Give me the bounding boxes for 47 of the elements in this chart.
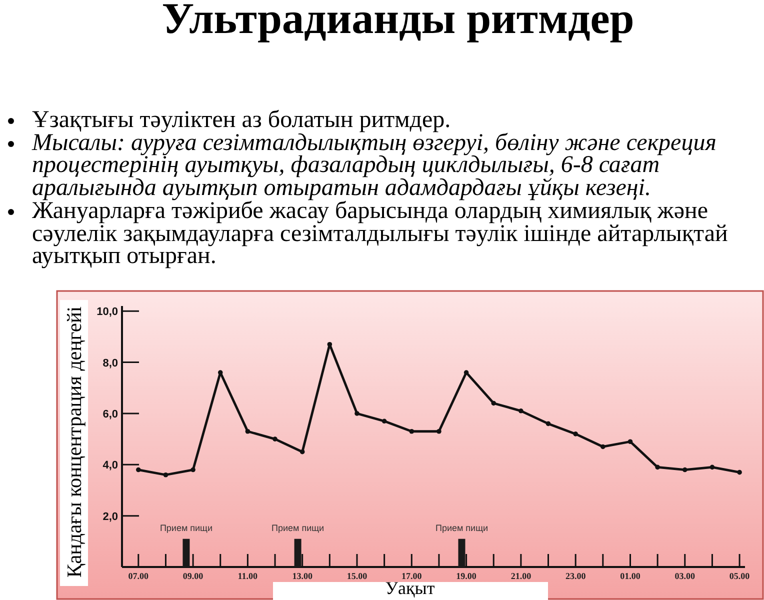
x-tick-label: 23.00 — [565, 571, 586, 581]
point — [382, 418, 387, 424]
x-tick-label: 03.00 — [674, 571, 696, 581]
y-tick-label: 8,0 — [102, 357, 118, 370]
x-tick-label: 09.00 — [182, 571, 204, 581]
y-tick-label: 10,0 — [96, 306, 118, 318]
annotation: Прием пищи — [160, 522, 212, 533]
point — [163, 472, 168, 478]
x-tick-label: 17.00 — [402, 571, 422, 581]
x-tick-label: 15.00 — [346, 571, 368, 581]
x-tick-label: 21.00 — [510, 571, 532, 581]
point — [464, 370, 469, 375]
y-tick-label: 6,0 — [102, 408, 118, 420]
point — [600, 444, 606, 450]
point — [518, 408, 524, 414]
point — [218, 370, 223, 375]
point — [491, 400, 496, 406]
point — [628, 439, 633, 444]
point — [409, 428, 414, 434]
y-axis-title: Қандағы концентрация деңгейі — [64, 306, 86, 578]
x-tick-label: 11.00 — [238, 571, 258, 581]
point — [436, 428, 442, 434]
point — [573, 432, 578, 436]
point — [546, 421, 551, 426]
y-tick-label: 4,0 — [102, 460, 118, 472]
point — [327, 342, 332, 347]
point — [190, 467, 196, 472]
annotation: Прием пищи — [435, 522, 488, 533]
point — [300, 449, 305, 454]
x-tick-label: 07.00 — [128, 571, 150, 581]
point — [136, 467, 141, 472]
x-axis-title: Уақыт — [385, 578, 435, 598]
point — [710, 464, 715, 470]
point — [737, 470, 742, 475]
x-tick-label: 01.00 — [620, 571, 641, 581]
point — [272, 436, 278, 442]
point — [245, 428, 250, 434]
x-tick-label: 19.00 — [456, 571, 477, 581]
point — [682, 467, 688, 472]
x-tick-label: 05.00 — [729, 571, 750, 581]
annotation: Прием пищи — [272, 522, 324, 533]
point — [354, 411, 360, 416]
chart-title: Ультрадианды ритмдер — [162, 0, 634, 43]
x-tick-label: 13.00 — [292, 571, 313, 581]
text: Ұзақтығы тәуліктен аз болатын ритмдер. — [32, 107, 451, 133]
point — [655, 464, 660, 470]
y-tick-label: 2,0 — [102, 510, 118, 523]
